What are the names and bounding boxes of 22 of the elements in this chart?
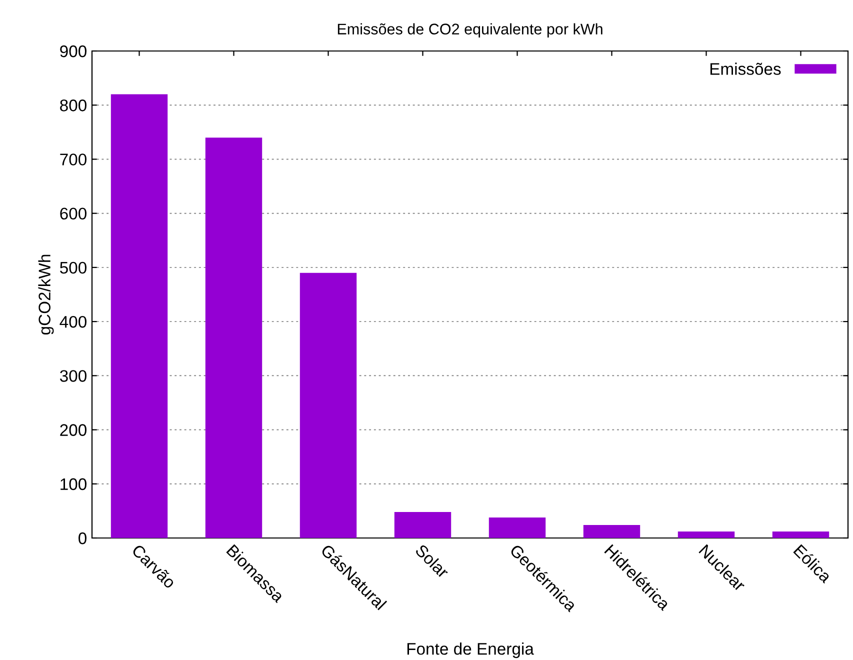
y-tick-label: 0 [78, 532, 86, 544]
bar [300, 272, 357, 538]
y-tick-label: 100 [60, 478, 86, 490]
y-tick-label: 600 [60, 208, 86, 220]
y-tick-label: 500 [60, 262, 86, 274]
bar [394, 512, 452, 538]
x-axis-title: Fonte de Energia [407, 642, 534, 658]
chart-title: Emissões de CO2 equivalente por kWh [338, 23, 602, 38]
bar [110, 94, 168, 538]
y-tick-label: 300 [60, 370, 86, 382]
y-tick-label: 900 [60, 45, 86, 58]
bar [772, 532, 830, 538]
bar [205, 138, 262, 538]
legend-label: Emissões [710, 62, 781, 75]
bar [488, 517, 546, 538]
y-axis-title: gCO2/kWh [38, 254, 54, 335]
y-tick-label: 800 [60, 100, 86, 112]
bar [678, 532, 735, 538]
y-tick-label: 200 [60, 424, 86, 436]
y-tick-label: 700 [60, 154, 86, 166]
bar [583, 525, 640, 538]
y-tick-label: 400 [60, 316, 86, 328]
